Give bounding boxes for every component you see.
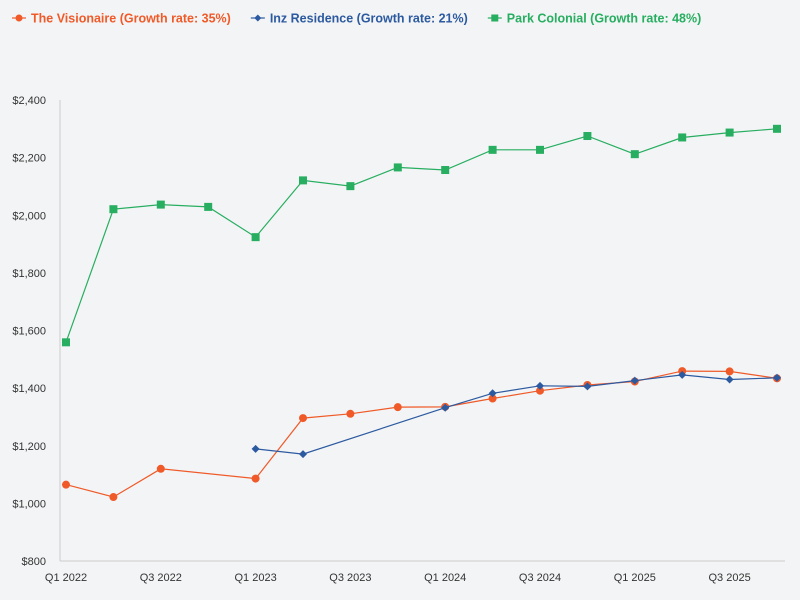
data-point [251, 444, 260, 453]
series-line [65, 128, 778, 343]
series-line [65, 370, 778, 498]
data-point [773, 373, 781, 382]
x-tick-label: Q1 2024 [424, 572, 466, 584]
y-tick-label: $2,000 [12, 210, 46, 222]
data-point [109, 205, 118, 214]
data-point [156, 200, 165, 209]
data-point [109, 493, 118, 502]
data-point [773, 124, 781, 133]
data-point [678, 133, 687, 142]
x-tick-label: Q3 2025 [708, 572, 750, 584]
y-tick-label: $1,800 [12, 268, 46, 280]
data-point [725, 375, 734, 384]
data-point [536, 145, 544, 154]
data-point [583, 382, 592, 391]
legend-label: The Visionaire (Growth rate: 35%) [31, 12, 231, 26]
data-point [630, 150, 639, 159]
y-tick-label: $2,200 [12, 153, 46, 165]
data-point [346, 409, 355, 418]
data-point [346, 182, 355, 191]
legend-item[interactable]: Park Colonial (Growth rate: 48%) [487, 12, 701, 26]
data-point [251, 474, 260, 483]
legend-label: Park Colonial (Growth rate: 48%) [507, 12, 701, 26]
data-point [251, 233, 260, 242]
x-tick-label: Q3 2022 [140, 572, 182, 584]
data-point [441, 166, 450, 175]
data-point [678, 370, 687, 379]
y-tick-label: $800 [22, 556, 46, 568]
data-point [583, 132, 592, 141]
data-point [299, 414, 307, 423]
data-point [62, 480, 70, 489]
data-point [725, 367, 734, 376]
y-tick-label: $1,600 [12, 326, 46, 338]
data-point [488, 145, 497, 154]
legend-item[interactable]: The Visionaire (Growth rate: 35%) [12, 12, 231, 26]
series-0 [62, 367, 781, 502]
data-point [62, 338, 70, 347]
data-point [536, 386, 544, 395]
data-point [204, 202, 213, 211]
data-point [488, 389, 497, 398]
series-line [255, 374, 778, 455]
y-tick-label: $1,400 [12, 383, 46, 395]
data-point [156, 464, 165, 473]
legend-item[interactable]: Inz Residence (Growth rate: 21%) [250, 12, 468, 26]
y-tick-label: $1,200 [12, 441, 46, 453]
series-1 [251, 370, 781, 459]
legend: The Visionaire (Growth rate: 35%) Inz Res… [12, 12, 701, 26]
x-tick-label: Q3 2023 [329, 572, 371, 584]
legend-label: Inz Residence (Growth rate: 21%) [270, 12, 468, 26]
data-point [488, 394, 497, 403]
data-point [441, 403, 450, 412]
x-tick-label: Q1 2023 [234, 572, 276, 584]
x-tick-label: Q1 2025 [614, 572, 656, 584]
legend-marker [15, 14, 23, 22]
x-tick-label: Q3 2024 [519, 572, 561, 584]
data-point [536, 381, 544, 390]
data-point [299, 450, 307, 459]
data-point [299, 176, 307, 185]
y-axis: $800 $1,000 $1,200 $1,400 $1,600 $1,800 $2,000… [12, 95, 61, 568]
data-point [725, 128, 734, 137]
y-tick-label: $2,400 [12, 95, 46, 107]
x-axis: Q1 2022 Q3 2022 Q1 2023 Q3 2023 Q1 2024 Q3 20… [45, 560, 785, 584]
series-2 [62, 124, 781, 347]
data-point [393, 403, 402, 412]
legend-marker [491, 14, 499, 22]
x-tick-label: Q1 2022 [45, 572, 87, 584]
data-point [393, 163, 402, 172]
data-point [630, 376, 639, 385]
series-layer [62, 124, 781, 502]
legend-marker [254, 14, 262, 22]
y-tick-label: $1,000 [12, 498, 46, 510]
